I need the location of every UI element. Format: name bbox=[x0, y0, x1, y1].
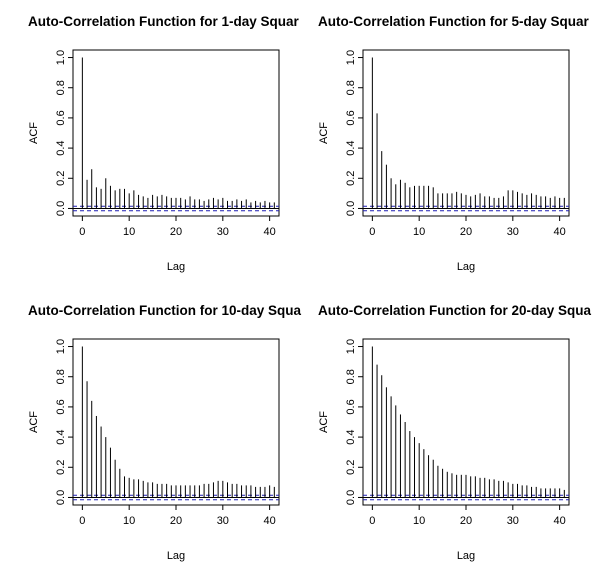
y-tick-label: 1.0 bbox=[345, 50, 357, 65]
y-tick-label: 1.0 bbox=[345, 339, 357, 354]
y-tick-label: 0.4 bbox=[55, 140, 67, 155]
x-tick-label: 20 bbox=[460, 515, 472, 527]
chart-title: Auto-Correlation Function for 1-day Squa… bbox=[28, 14, 299, 29]
chart-title: Auto-Correlation Function for 20-day Squ… bbox=[318, 303, 591, 318]
x-tick-label: 20 bbox=[170, 226, 182, 238]
chart-title: Auto-Correlation Function for 5-day Squa… bbox=[318, 14, 589, 29]
x-tick-label: 30 bbox=[217, 515, 229, 527]
x-tick-label: 40 bbox=[264, 515, 276, 527]
x-tick-label: 0 bbox=[369, 226, 375, 238]
y-tick-label: 0.2 bbox=[345, 460, 357, 475]
x-tick-label: 30 bbox=[507, 515, 519, 527]
x-tick-label: 0 bbox=[79, 226, 85, 238]
acf-panel-4: Auto-Correlation Function for 20-day Squ… bbox=[318, 303, 591, 562]
y-axis-label: ACF bbox=[28, 411, 40, 433]
y-tick-label: 0.0 bbox=[55, 490, 67, 505]
x-tick-label: 20 bbox=[170, 515, 182, 527]
y-tick-label: 0.6 bbox=[345, 110, 357, 125]
y-tick-label: 0.4 bbox=[55, 429, 67, 444]
y-tick-label: 1.0 bbox=[55, 50, 67, 65]
acf-panel-1: Auto-Correlation Function for 1-day Squa… bbox=[28, 14, 299, 273]
x-axis-label: Lag bbox=[167, 550, 185, 562]
x-axis-label: Lag bbox=[457, 261, 475, 273]
x-tick-label: 10 bbox=[413, 226, 425, 238]
x-tick-label: 40 bbox=[264, 226, 276, 238]
y-tick-label: 0.2 bbox=[55, 460, 67, 475]
y-tick-label: 0.0 bbox=[345, 201, 357, 216]
y-tick-label: 0.6 bbox=[55, 399, 67, 414]
y-tick-label: 0.4 bbox=[345, 140, 357, 155]
chart-title: Auto-Correlation Function for 10-day Squ… bbox=[28, 303, 301, 318]
x-tick-label: 30 bbox=[507, 226, 519, 238]
acf-panel-3: Auto-Correlation Function for 10-day Squ… bbox=[28, 303, 301, 562]
y-tick-label: 0.6 bbox=[345, 399, 357, 414]
y-tick-label: 0.4 bbox=[345, 429, 357, 444]
x-tick-label: 40 bbox=[554, 226, 566, 238]
y-tick-label: 0.2 bbox=[345, 171, 357, 186]
y-tick-label: 0.2 bbox=[55, 171, 67, 186]
y-tick-label: 0.8 bbox=[345, 369, 357, 384]
x-tick-label: 10 bbox=[123, 226, 135, 238]
y-tick-label: 0.8 bbox=[55, 369, 67, 384]
y-tick-label: 0.0 bbox=[55, 201, 67, 216]
y-tick-label: 1.0 bbox=[55, 339, 67, 354]
x-tick-label: 30 bbox=[217, 226, 229, 238]
x-axis-label: Lag bbox=[457, 550, 475, 562]
x-tick-label: 10 bbox=[413, 515, 425, 527]
y-axis-label: ACF bbox=[28, 122, 40, 144]
x-axis-label: Lag bbox=[167, 261, 185, 273]
y-axis-label: ACF bbox=[318, 122, 330, 144]
y-tick-label: 0.6 bbox=[55, 110, 67, 125]
y-tick-label: 0.8 bbox=[345, 80, 357, 95]
x-tick-label: 40 bbox=[554, 515, 566, 527]
y-axis-label: ACF bbox=[318, 411, 330, 433]
x-tick-label: 0 bbox=[79, 515, 85, 527]
x-tick-label: 0 bbox=[369, 515, 375, 527]
y-tick-label: 0.0 bbox=[345, 490, 357, 505]
y-tick-label: 0.8 bbox=[55, 80, 67, 95]
acf-panel-2: Auto-Correlation Function for 5-day Squa… bbox=[318, 14, 589, 273]
x-tick-label: 20 bbox=[460, 226, 472, 238]
x-tick-label: 10 bbox=[123, 515, 135, 527]
